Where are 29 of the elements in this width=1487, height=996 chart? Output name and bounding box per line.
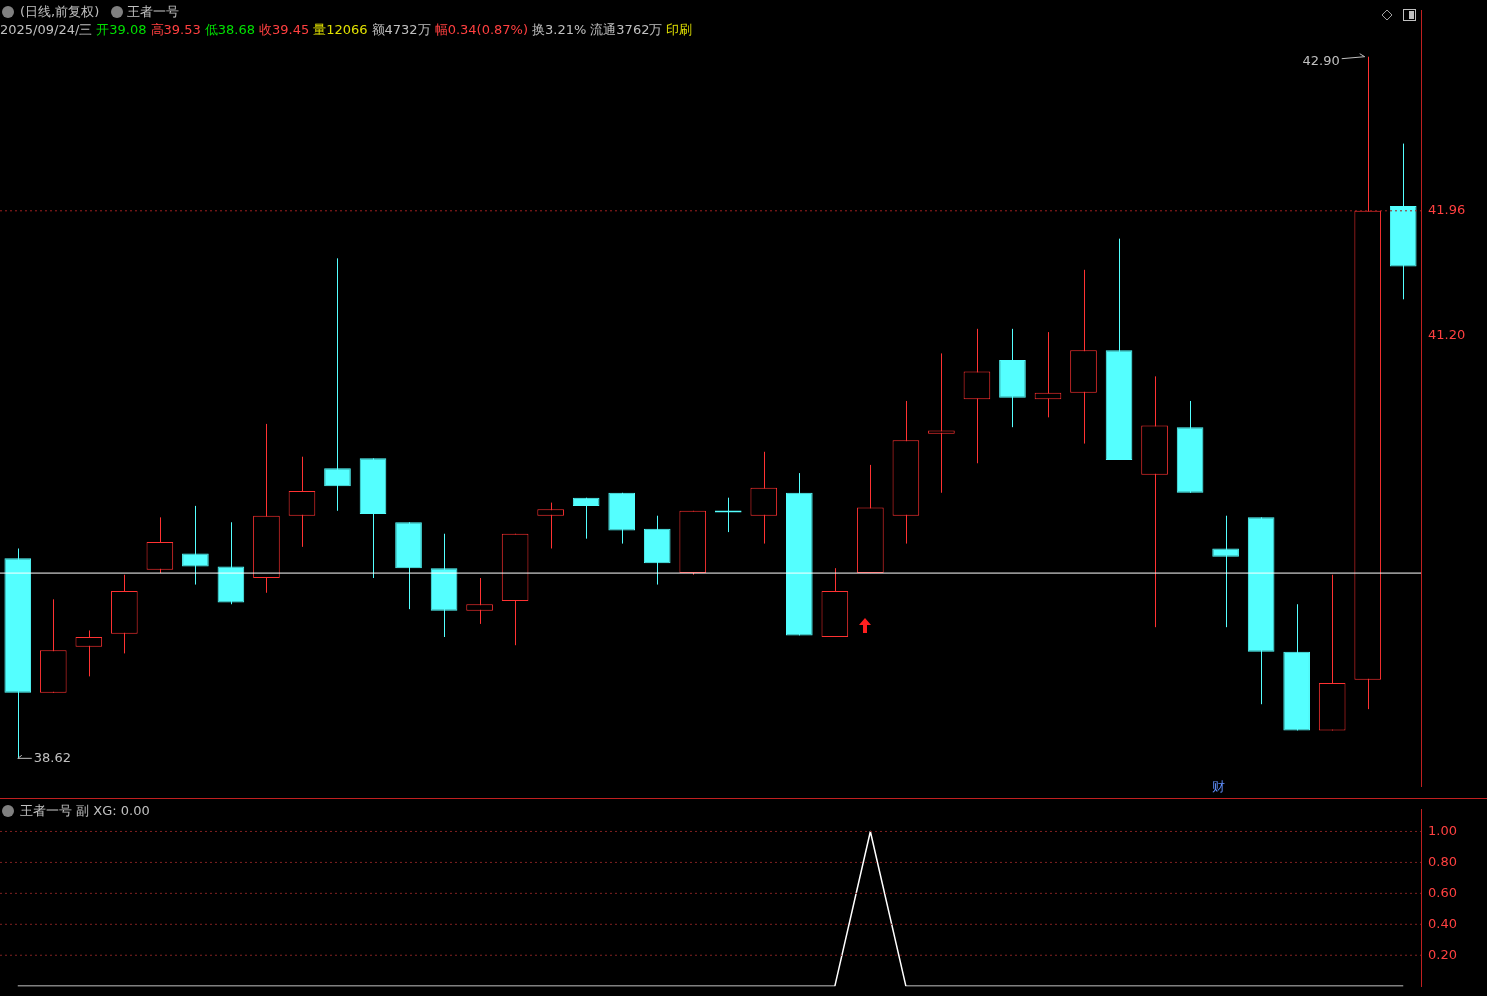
annotation: 幅0.34(0.87%) [434,22,529,37]
candlestick [324,257,351,512]
annotation: 印刷 [666,22,693,37]
chart-subtitle: 王者一号 [127,4,180,19]
y-tick-label: 41.96 [1428,202,1466,218]
annotation: 42.90 [1302,53,1340,69]
annotation: 低38.68 [204,22,255,37]
chart-title: 王者一号 副 XG: 0.00 [19,803,150,818]
y-tick-label: 0.40 [1428,915,1457,931]
candlestick [1212,515,1239,628]
candlestick [537,502,564,549]
candlestick [928,352,955,494]
annotation: 收39.45 [258,22,310,37]
annotation: 换3.21% [532,22,587,37]
y-tick-label: 41.20 [1428,326,1466,342]
y-tick-label: 1.00 [1428,822,1457,838]
chart-title: (日线,前复权) [19,4,100,19]
annotation: 开39.08 [96,22,147,37]
y-tick-label: 0.80 [1428,853,1457,869]
annotation: 2025/09/24/三 [0,22,93,37]
annotation: 额4732万 [371,22,431,37]
annotation: 流通3762万 [590,22,663,37]
annotation: 高39.53 [150,22,201,37]
y-tick-label: 0.60 [1428,884,1457,900]
annotation: 38.62 [33,749,71,765]
candlestick [466,577,493,625]
y-tick-label: 0.20 [1428,946,1457,962]
annotation: 财 [1212,778,1225,796]
annotation: 量12066 [313,22,368,37]
